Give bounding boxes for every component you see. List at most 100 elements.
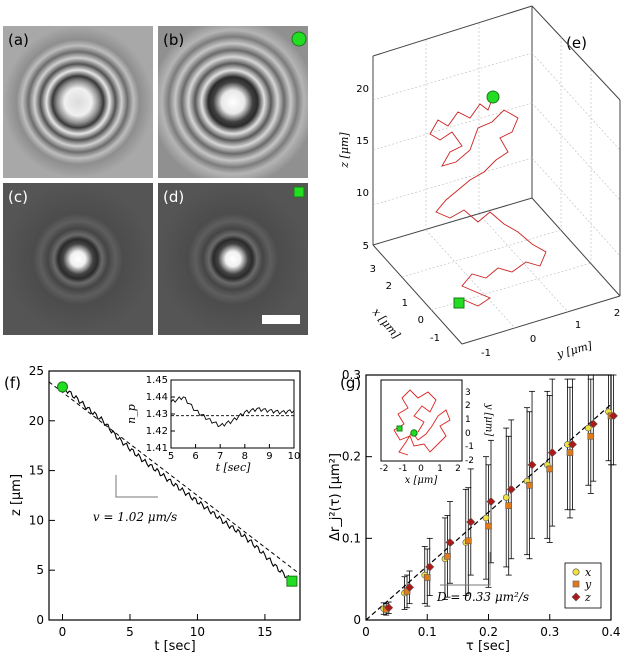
- f-ytick-label-0: 0: [36, 613, 44, 627]
- g-slope-bracket: [440, 552, 491, 586]
- chart-f: (f) 0 5 10 15 0 5 10 15 20 25 t [sec] z [μm] v = …: [4, 364, 301, 653]
- g-point-z-5: [486, 497, 496, 507]
- e-x-tick-0: 0: [418, 315, 424, 326]
- g-point-y-9: [566, 449, 574, 456]
- hologram-panel-c: (c): [3, 183, 153, 335]
- g-point-y-8: [546, 465, 554, 473]
- hologram-panel-b: (b): [158, 26, 308, 178]
- g-inset-ytick-2: 2: [465, 401, 471, 411]
- fi-ytick-label-3: 1.44: [146, 392, 168, 403]
- g-point-y-3: [444, 552, 451, 560]
- g-ytick-label-3: 0.3: [342, 368, 361, 382]
- e-x-tick-2: 2: [386, 281, 392, 292]
- g-inset-ytick-3: 3: [465, 388, 471, 398]
- e-x-tick-m1: -1: [430, 333, 440, 344]
- start-marker-circle: [291, 31, 307, 47]
- g-inset-end-square: [396, 425, 403, 432]
- e-y-axis-label: y [μm]: [554, 339, 594, 361]
- g-point-y-2: [423, 574, 431, 581]
- g-point-z-9: [568, 439, 577, 449]
- g-legend-box: [564, 562, 602, 609]
- e-y-tick-1: 1: [575, 320, 581, 331]
- g-inset-ytick-0: 0: [465, 429, 471, 439]
- g-ytick-label-1: 0.1: [342, 531, 361, 545]
- g-diffusion-annotation: D = 0.33 μm²/s: [436, 590, 529, 604]
- legend-x-marker: [572, 568, 580, 576]
- scale-bar: [262, 315, 300, 324]
- panel-label-f: (f): [4, 374, 21, 392]
- trajectory-end-square: [453, 297, 465, 309]
- g-point-y-10: [587, 432, 595, 440]
- f-ytick-label-3: 15: [29, 464, 44, 478]
- g-inset-y-label: y [μm]: [483, 403, 494, 437]
- f-xtick-label-3: 15: [257, 625, 272, 639]
- hologram-panel-d: (d): [158, 183, 308, 335]
- fi-ytick-label-4: 1.45: [146, 375, 168, 386]
- e-y-tick-2: 2: [614, 308, 620, 319]
- e-x-axis-label: x [μm]: [370, 306, 403, 342]
- g-point-z-10: [588, 419, 598, 429]
- g-inset-xtick-m1: -1: [399, 464, 408, 474]
- f-velocity-annotation: v = 1.02 μm/s: [93, 510, 177, 524]
- fi-ytick-label-2: 1.43: [146, 409, 168, 420]
- g-inset-trajectory: [393, 389, 451, 456]
- f-inset: 5 6 7 8 9 10 1.41 1.42 1.43 1.44 1.45 t [sec] n_p: [125, 375, 300, 474]
- g-point-y-6: [505, 502, 513, 509]
- f-xtick-label-0: 0: [59, 625, 67, 639]
- f-ytick-label-4: 20: [29, 414, 44, 428]
- g-legend: x y z: [564, 562, 602, 609]
- panel-label-a: (a): [8, 31, 29, 49]
- panel-label-d: (d): [163, 188, 184, 206]
- f-inset-y-label: n_p: [125, 404, 138, 424]
- g-y-axis-label: Δr_j²(τ) [μm²]: [328, 453, 343, 541]
- e-z-tick-15: 15: [356, 136, 369, 147]
- g-inset-ytick-1: 1: [465, 415, 471, 425]
- g-point-z-6: [506, 484, 516, 494]
- g-point-x-10: [584, 424, 592, 432]
- g-inset-xtick-1: 1: [437, 464, 443, 474]
- legend-z-marker: [571, 592, 581, 602]
- g-point-y-4: [464, 537, 472, 545]
- f-ytick-label-2: 10: [29, 513, 44, 527]
- chart-g: (g) 0 0.1 0.2 0.3 0.4 0 0.1 0.2 0.3 τ [sec] Δr_j…: [328, 368, 621, 653]
- g-point-z-3: [445, 537, 455, 547]
- g-ytick-label-0: 0: [353, 613, 361, 627]
- g-inset: -2 -1 0 1 2 -2 -1 0 1 2 3 x [μm] y [μm]: [380, 379, 494, 486]
- g-xtick-label-2: 0.2: [479, 625, 498, 639]
- fi-xtick-label-0: 5: [168, 451, 174, 462]
- hologram-panel-a: (a): [3, 26, 153, 178]
- legend-y-label: y: [584, 578, 592, 591]
- g-inset-xtick-2: 2: [455, 464, 461, 474]
- g-point-z-2: [425, 562, 435, 572]
- f-xtick-label-1: 5: [126, 625, 134, 639]
- g-xtick-label-1: 0.1: [418, 625, 437, 639]
- g-inset-x-label: x [μm]: [405, 475, 438, 486]
- panel-label-e: (e): [566, 34, 587, 52]
- e-z-tick-20: 20: [356, 84, 369, 95]
- e-y-tick-0: 0: [530, 334, 536, 345]
- panel-label-g: (g): [340, 374, 361, 392]
- legend-x-label: x: [585, 566, 592, 579]
- fi-xtick-label-2: 7: [217, 451, 223, 462]
- g-point-x-5: [482, 514, 490, 522]
- e-x-tick-1: 1: [402, 298, 408, 309]
- fi-xtick-label-3: 8: [242, 451, 248, 462]
- legend-y-marker: [572, 580, 580, 588]
- g-ytick-label-2: 0.2: [342, 450, 361, 464]
- legend-z-label: z: [584, 591, 591, 604]
- fi-xtick-label-1: 6: [192, 451, 198, 462]
- fi-ytick-label-1: 1.42: [146, 426, 168, 437]
- f-fit-line: [48, 381, 301, 575]
- g-inset-start-circle: [410, 429, 418, 437]
- f-series-z: [62, 384, 293, 582]
- g-inset-xtick-0: 0: [418, 464, 424, 474]
- f-ytick-label-5: 25: [29, 364, 44, 378]
- g-xtick-label-0: 0: [362, 625, 370, 639]
- f-inset-x-label: t [sec]: [216, 461, 252, 474]
- chart-f-frame: [48, 370, 301, 621]
- f-slope-bracket: [115, 475, 158, 498]
- g-point-z-4: [466, 517, 476, 527]
- g-inset-ytick-m1: -1: [465, 442, 474, 452]
- e-y-tick-m1: -1: [481, 348, 491, 359]
